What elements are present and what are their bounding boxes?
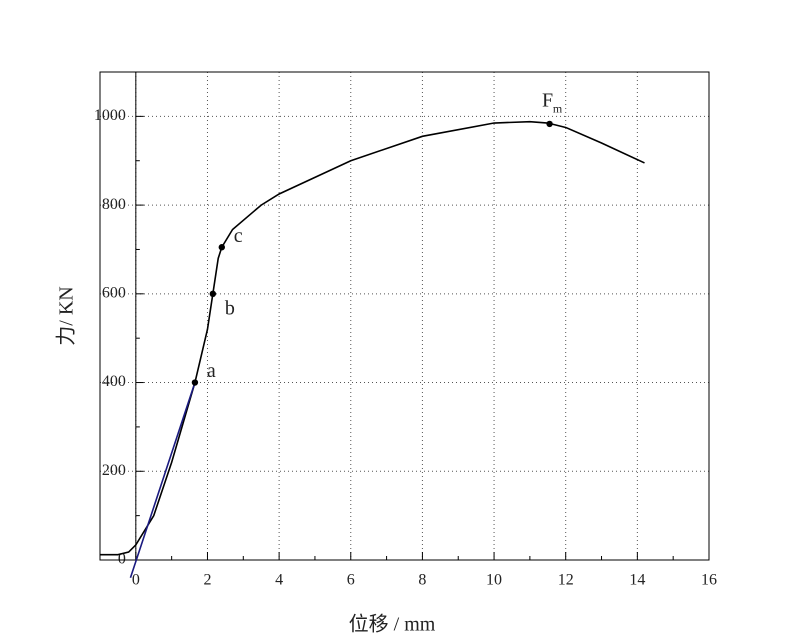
y-axis-label: 力/ KN: [55, 286, 78, 345]
y-tick-label: 0: [118, 551, 126, 568]
point-label: F: [542, 89, 553, 111]
x-tick-label: 6: [347, 572, 355, 589]
x-tick-label: 10: [486, 572, 502, 589]
x-tick-label: 12: [558, 572, 574, 589]
y-tick-label: 800: [102, 196, 126, 213]
point-label: b: [225, 297, 235, 319]
key-point: [218, 244, 225, 251]
x-tick-label: 0: [132, 572, 140, 589]
x-tick-label: 14: [629, 572, 645, 589]
x-tick-label: 16: [701, 572, 717, 589]
x-axis-label: 位移 / mm: [349, 613, 436, 636]
x-tick-label: 4: [275, 572, 283, 589]
y-tick-label: 200: [102, 462, 126, 479]
point-label-sub: m: [553, 102, 563, 116]
key-point: [546, 120, 553, 128]
key-point: [209, 290, 217, 298]
key-point: [191, 379, 199, 386]
point-label: a: [207, 360, 216, 382]
point-label: c: [234, 225, 243, 247]
y-tick-label: 1000: [94, 107, 126, 124]
series-line: [100, 120, 645, 556]
x-tick-label: 2: [203, 572, 211, 589]
x-tick-label: 8: [418, 572, 426, 589]
plot-frame: [99, 71, 710, 561]
y-tick-label: 600: [102, 284, 126, 301]
series-line: [129, 382, 196, 579]
y-tick-label: 400: [102, 373, 126, 390]
